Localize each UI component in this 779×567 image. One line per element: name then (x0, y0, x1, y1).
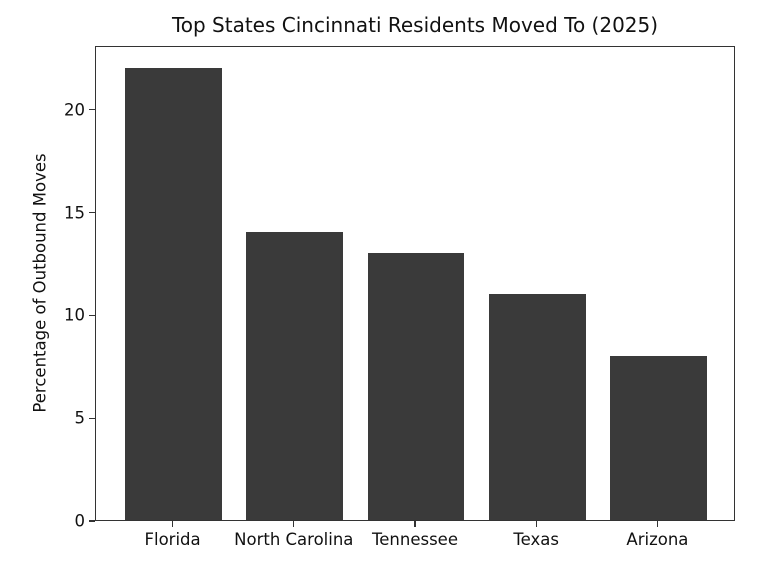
y-tick-label: 0 (74, 511, 86, 531)
chart-title: Top States Cincinnati Residents Moved To… (171, 13, 659, 37)
bar-texas (488, 293, 586, 520)
x-tick-label: Tennessee (372, 530, 458, 549)
x-tick-mark (414, 521, 416, 527)
bar-tennessee (367, 252, 465, 520)
x-tick-mark (656, 521, 659, 527)
x-tick-mark (293, 521, 295, 527)
x-tick-mark (171, 521, 174, 527)
x-tick-label: Arizona (626, 530, 689, 549)
y-axis-label: Percentage of Outbound Moves (30, 153, 50, 413)
x-tick-label: Florida (144, 530, 201, 549)
plot-area (95, 46, 735, 521)
x-tick-label: North Carolina (234, 530, 354, 549)
x-tick-label: Texas (513, 530, 560, 549)
x-tick-mark (535, 521, 537, 527)
bar-arizona (609, 355, 707, 520)
bar-florida (125, 67, 223, 520)
y-tick-label: 20 (64, 100, 85, 120)
bar-north-carolina (246, 232, 344, 520)
